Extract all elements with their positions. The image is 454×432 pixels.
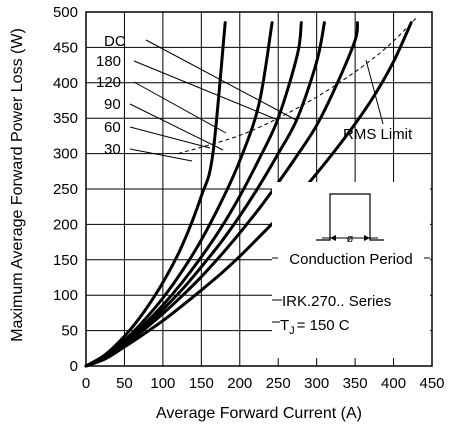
curve-dc xyxy=(84,21,413,368)
curve-30 xyxy=(84,21,227,368)
y-tick-label: 0 xyxy=(70,358,78,375)
series-labels: 30 60 90 120 180 DC xyxy=(96,33,126,158)
curves xyxy=(84,21,413,368)
period-arrow-left xyxy=(330,235,336,241)
y-tick-label: 300 xyxy=(53,146,78,163)
y-tick-label: 100 xyxy=(53,287,78,304)
junction-temp-label: TJ = 150 C xyxy=(280,317,350,337)
x-tick-label: 0 xyxy=(82,375,90,392)
y-tick-label: 500 xyxy=(53,4,78,21)
phi-symbol: ø xyxy=(347,233,354,245)
rms-leader-line xyxy=(365,59,384,125)
y-tick-label: 350 xyxy=(53,110,78,127)
x-axis-title: Average Forward Current (A) xyxy=(156,405,362,422)
leader-line-60 xyxy=(129,126,211,149)
x-tick-label: 400 xyxy=(381,375,406,392)
curve-180 xyxy=(84,21,359,368)
x-tick-label: 200 xyxy=(227,375,252,392)
conduction-inset xyxy=(272,182,430,358)
plot-frame xyxy=(85,11,433,367)
series-label-180: 180 xyxy=(96,53,121,70)
rms-limit-line xyxy=(178,17,417,155)
x-tick-label: 50 xyxy=(116,375,133,392)
series-label-90: 90 xyxy=(104,96,121,113)
tj-suffix: = 150 C xyxy=(297,317,350,334)
device-series-label: IRK.270.. Series xyxy=(282,293,391,310)
series-label-120: 120 xyxy=(96,74,121,91)
series-label-60: 60 xyxy=(104,119,121,136)
pulse-waveform xyxy=(316,193,384,241)
x-tick-label: 250 xyxy=(266,375,291,392)
y-tick-label: 50 xyxy=(61,323,78,340)
y-tick-label: 450 xyxy=(53,39,78,56)
rms-limit-label: RMS Limit xyxy=(343,126,413,143)
x-tick-label: 300 xyxy=(304,375,329,392)
x-tick-label: 150 xyxy=(189,375,214,392)
x-tick-labels: 0 50 100 150 200 250 300 350 400 450 xyxy=(82,375,445,392)
x-tick-label: 450 xyxy=(419,375,444,392)
y-tick-labels: 0 50 100 150 200 250 300 350 400 450 500 xyxy=(53,4,78,375)
y-tick-label: 400 xyxy=(53,75,78,92)
period-arrow-right xyxy=(364,235,370,241)
tj-prefix: T xyxy=(280,317,289,334)
series-label-dc: DC xyxy=(104,33,126,50)
y-tick-label: 250 xyxy=(53,181,78,198)
inset-background xyxy=(272,182,430,358)
leader-line-180 xyxy=(133,60,279,121)
rms-limit-group xyxy=(178,17,417,155)
leader-line-dc xyxy=(145,39,297,121)
conduction-period-label: Conduction Period xyxy=(289,251,412,268)
y-tick-label: 150 xyxy=(53,252,78,269)
leader-line-90 xyxy=(129,103,224,151)
x-tick-label: 100 xyxy=(150,375,175,392)
leader-line-30 xyxy=(129,148,193,162)
series-leader-lines xyxy=(129,39,384,162)
leader-line-120 xyxy=(133,81,227,134)
y-tick-label: 200 xyxy=(53,216,78,233)
series-label-30: 30 xyxy=(104,141,121,158)
tj-subscript: J xyxy=(289,325,295,337)
x-tick-label: 350 xyxy=(343,375,368,392)
y-axis-title: Maximum Average Forward Power Loss (W) xyxy=(9,28,26,342)
